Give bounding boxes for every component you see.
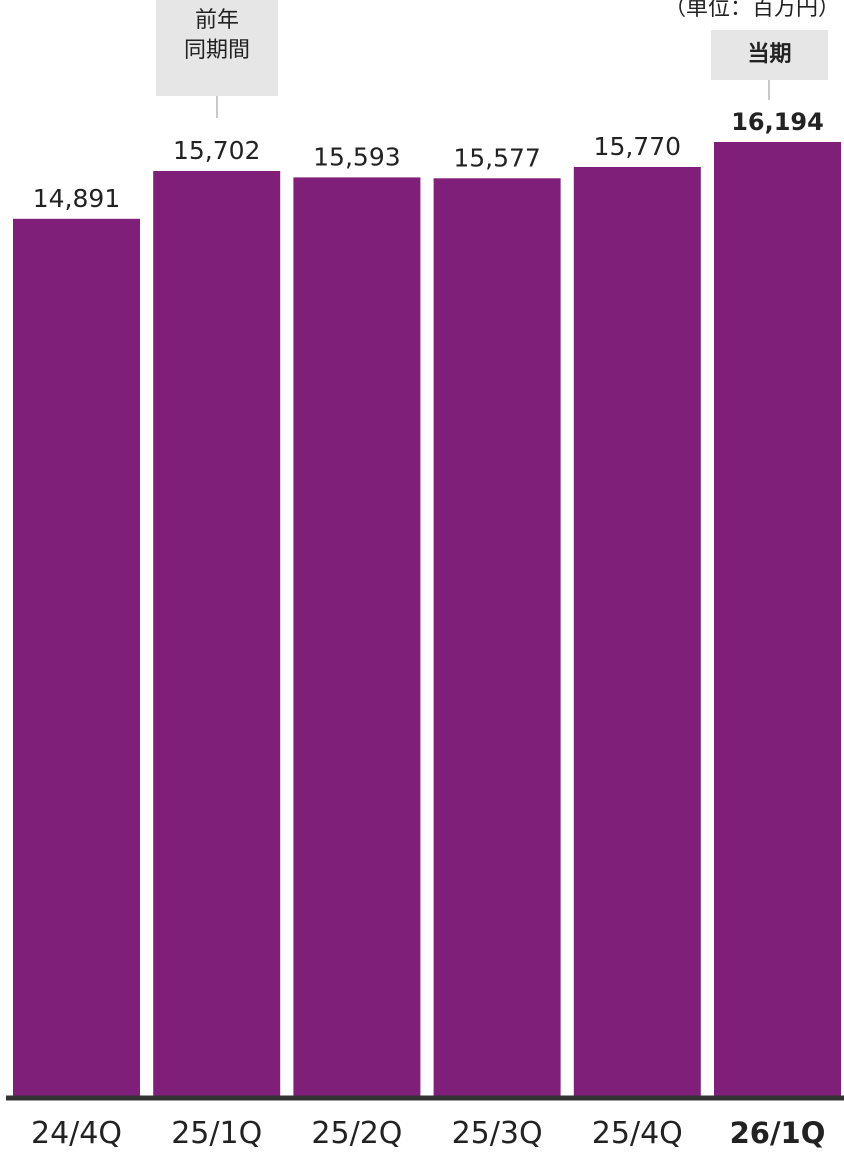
unit-label: （単位：百万円） (664, 0, 841, 21)
callout-pointers (216, 80, 770, 118)
value-label-25/3Q: 15,577 (453, 143, 540, 172)
value-label-26/1Q: 16,194 (731, 108, 824, 136)
bar-25/3Q (433, 178, 561, 1097)
bar-25/4Q (573, 167, 701, 1096)
x-tick-labels-group: 24/4Q 25/1Q 25/2Q 25/3Q 25/4Q 26/1Q (31, 1116, 825, 1151)
x-tick-label-26/1Q: 26/1Q (730, 1116, 826, 1150)
bar-26/1Q (714, 142, 841, 1096)
value-labels-group: 14,891 15,702 15,593 15,577 15,770 16,194 (33, 108, 824, 213)
x-tick-label-25/3Q: 25/3Q (452, 1116, 543, 1151)
value-label-24/4Q: 14,891 (33, 184, 120, 213)
x-tick-label-24/4Q: 24/4Q (31, 1116, 122, 1151)
prior-period-callout: 前年 同期間 (156, 0, 278, 96)
prior-period-label-line2: 同期間 (183, 38, 250, 63)
bar-24/4Q (13, 218, 140, 1097)
x-tick-label-25/4Q: 25/4Q (592, 1116, 683, 1151)
current-period-callout: 当期 (711, 30, 828, 80)
x-tick-label-25/1Q: 25/1Q (171, 1116, 262, 1151)
prior-period-label-line1: 前年 (194, 8, 239, 33)
value-label-25/1Q: 15,702 (173, 136, 260, 165)
bar-25/2Q (293, 177, 421, 1096)
bars-group (13, 142, 841, 1097)
value-label-25/2Q: 15,593 (313, 142, 400, 171)
value-label-25/4Q: 15,770 (594, 132, 681, 161)
x-tick-label-25/2Q: 25/2Q (311, 1116, 402, 1151)
bar-25/1Q (153, 171, 281, 1096)
